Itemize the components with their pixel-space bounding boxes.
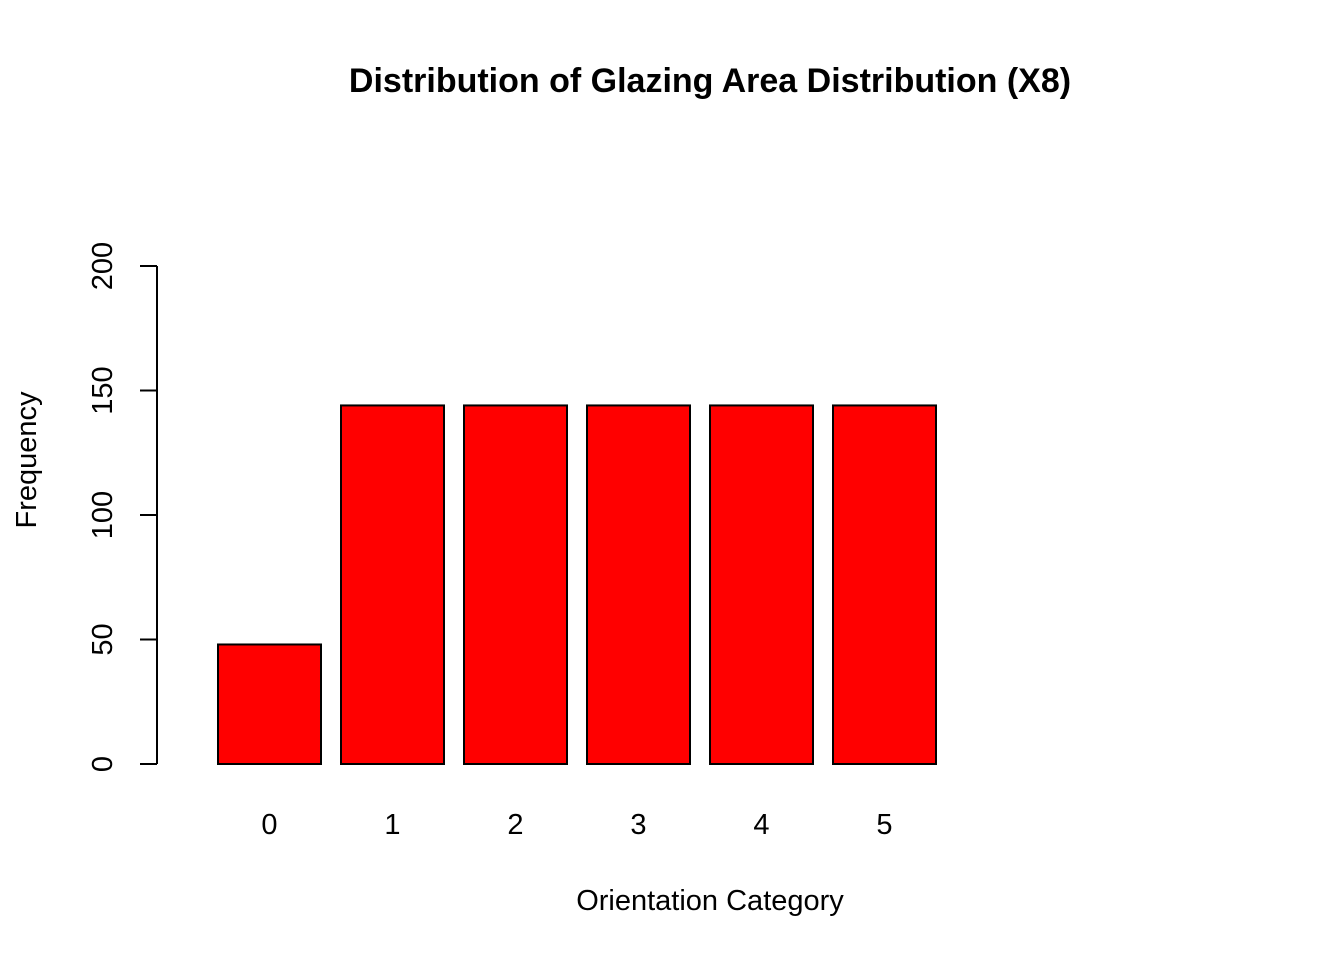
bar-1 — [340, 404, 445, 765]
x-tick-label: 4 — [753, 809, 769, 841]
bar-5 — [832, 404, 937, 765]
bar-2 — [463, 404, 568, 765]
y-axis: 0 50 100 150 200 — [87, 242, 158, 772]
bars — [217, 404, 937, 765]
y-tick-label: 100 — [87, 491, 119, 539]
y-tick-label: 150 — [87, 366, 119, 414]
x-axis-label: Orientation Category — [576, 885, 844, 917]
x-tick-label: 5 — [876, 809, 892, 841]
x-tick-labels: 0 1 2 3 4 5 — [261, 809, 892, 841]
y-axis-label: Frequency — [11, 391, 43, 529]
x-tick-label: 0 — [261, 809, 277, 841]
y-tick-label: 50 — [87, 623, 119, 655]
y-tick-label: 0 — [87, 756, 119, 772]
bar-3 — [586, 404, 691, 765]
x-tick-label: 2 — [507, 809, 523, 841]
x-tick-label: 3 — [630, 809, 646, 841]
x-tick-label: 1 — [384, 809, 400, 841]
chart-title: Distribution of Glazing Area Distributio… — [349, 62, 1071, 100]
bar-4 — [709, 404, 814, 765]
y-tick-label: 200 — [87, 242, 119, 290]
bar-0 — [217, 643, 322, 765]
